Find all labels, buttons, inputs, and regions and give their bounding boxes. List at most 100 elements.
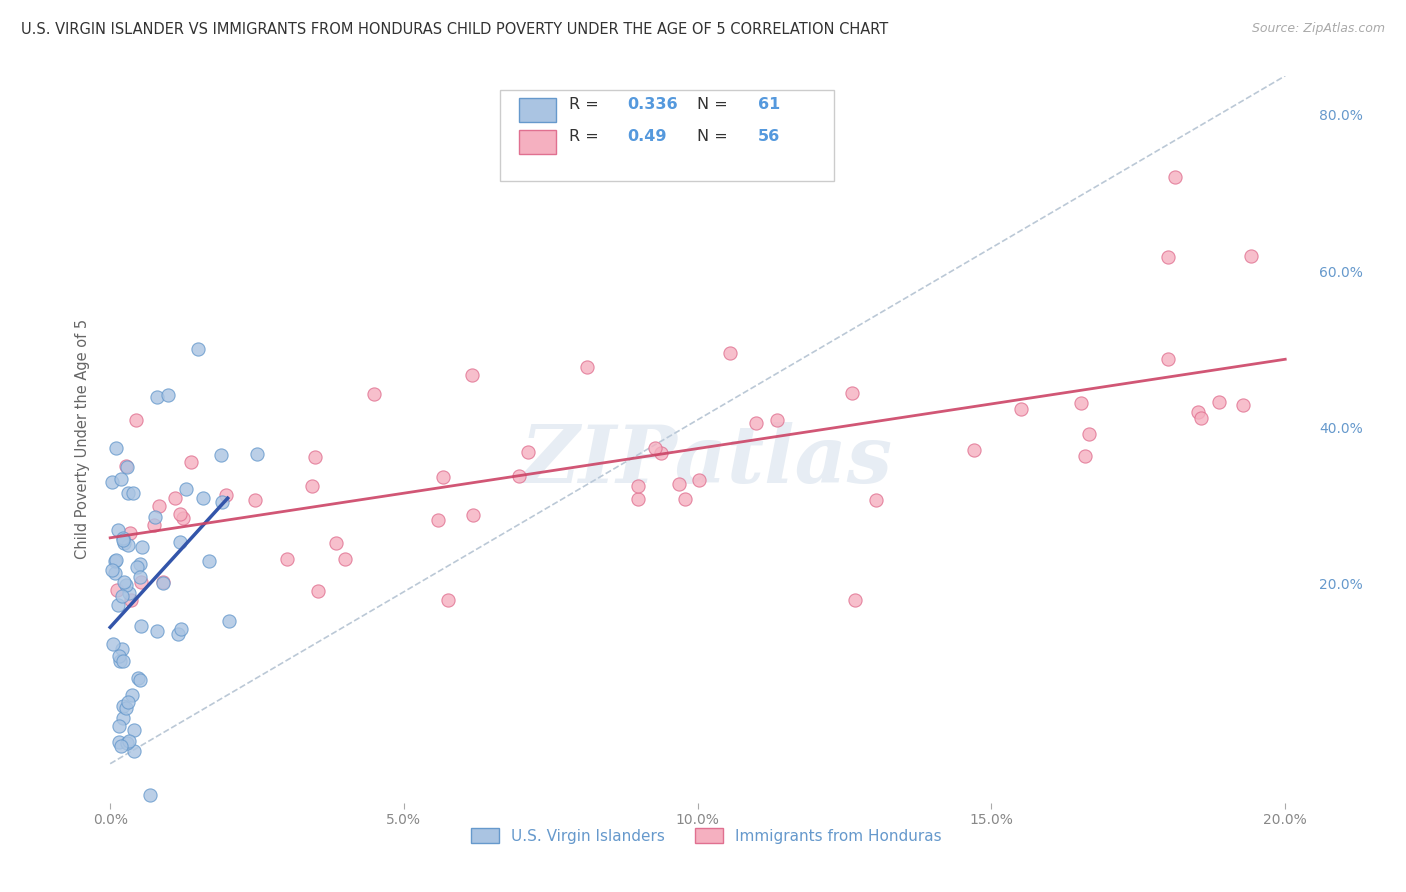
Point bbox=[211, 494, 233, 508]
Point bbox=[125, 412, 148, 426]
Point bbox=[191, 491, 214, 505]
Point bbox=[117, 538, 139, 552]
Point bbox=[143, 510, 166, 524]
Point bbox=[108, 649, 131, 664]
Point bbox=[307, 583, 329, 598]
Point bbox=[117, 485, 139, 500]
Point bbox=[844, 592, 866, 607]
Point bbox=[118, 733, 141, 747]
Point bbox=[122, 744, 145, 758]
Text: R =: R = bbox=[569, 96, 605, 112]
Point bbox=[1232, 398, 1254, 412]
Point bbox=[276, 552, 298, 566]
Point bbox=[110, 472, 132, 486]
Point bbox=[163, 491, 186, 505]
Point bbox=[245, 447, 267, 461]
Text: R =: R = bbox=[569, 128, 605, 144]
Point bbox=[129, 570, 152, 584]
Point bbox=[114, 578, 136, 592]
Y-axis label: Child Poverty Under the Age of 5: Child Poverty Under the Age of 5 bbox=[75, 319, 90, 559]
Point bbox=[111, 654, 134, 668]
FancyBboxPatch shape bbox=[519, 97, 555, 122]
Point bbox=[176, 482, 198, 496]
Point bbox=[243, 492, 266, 507]
Point bbox=[1157, 352, 1180, 367]
Point bbox=[108, 654, 131, 668]
Point bbox=[111, 589, 134, 603]
Point bbox=[169, 534, 191, 549]
Point bbox=[120, 525, 142, 540]
Point bbox=[1010, 401, 1032, 416]
Point bbox=[146, 624, 169, 639]
Point bbox=[865, 492, 887, 507]
Point bbox=[105, 553, 128, 567]
Point bbox=[107, 598, 129, 612]
Point bbox=[143, 517, 166, 532]
Point bbox=[115, 701, 138, 715]
FancyBboxPatch shape bbox=[519, 129, 555, 154]
Point bbox=[517, 445, 540, 459]
Point bbox=[104, 553, 127, 567]
Point bbox=[121, 688, 143, 702]
Point bbox=[1078, 426, 1101, 441]
FancyBboxPatch shape bbox=[499, 90, 834, 181]
Point bbox=[437, 592, 460, 607]
Point bbox=[122, 723, 145, 737]
Legend: U.S. Virgin Islanders, Immigrants from Honduras: U.S. Virgin Islanders, Immigrants from H… bbox=[465, 822, 948, 850]
Point bbox=[101, 637, 124, 651]
Point bbox=[187, 343, 209, 357]
Point bbox=[115, 459, 138, 474]
Point bbox=[650, 446, 672, 460]
Point bbox=[644, 441, 666, 455]
Point bbox=[335, 551, 357, 566]
Point bbox=[198, 554, 221, 568]
Point bbox=[112, 574, 135, 589]
Point bbox=[1187, 404, 1209, 418]
Point bbox=[1164, 170, 1187, 185]
Point bbox=[118, 586, 141, 600]
Point bbox=[426, 513, 449, 527]
Point bbox=[718, 345, 741, 359]
Point bbox=[120, 592, 142, 607]
Point bbox=[461, 508, 484, 522]
Point bbox=[108, 735, 131, 749]
Point bbox=[152, 575, 174, 590]
Point bbox=[962, 443, 984, 458]
Point bbox=[105, 441, 128, 455]
Point bbox=[107, 582, 129, 597]
Point bbox=[167, 627, 190, 641]
Point bbox=[112, 536, 135, 550]
Point bbox=[1208, 395, 1230, 409]
Point bbox=[325, 536, 347, 550]
Point bbox=[112, 699, 135, 714]
Point bbox=[627, 492, 650, 507]
Point bbox=[115, 736, 138, 750]
Point bbox=[117, 695, 139, 709]
Text: U.S. VIRGIN ISLANDER VS IMMIGRANTS FROM HONDURAS CHILD POVERTY UNDER THE AGE OF : U.S. VIRGIN ISLANDER VS IMMIGRANTS FROM … bbox=[21, 22, 889, 37]
Point bbox=[766, 413, 789, 427]
Text: ZIPatlas: ZIPatlas bbox=[520, 423, 893, 500]
Point bbox=[170, 622, 193, 636]
Point bbox=[363, 386, 385, 401]
Point bbox=[432, 470, 454, 484]
Point bbox=[104, 566, 127, 580]
Point bbox=[111, 641, 134, 656]
Point bbox=[112, 532, 135, 546]
Text: 0.336: 0.336 bbox=[627, 96, 678, 112]
Point bbox=[127, 560, 149, 574]
Point bbox=[110, 739, 132, 753]
Point bbox=[1074, 450, 1097, 464]
Point bbox=[209, 448, 232, 462]
Point bbox=[304, 450, 326, 465]
Point bbox=[108, 719, 131, 733]
Point bbox=[576, 359, 599, 374]
Point bbox=[101, 475, 124, 490]
Point bbox=[1240, 249, 1263, 263]
Point bbox=[112, 711, 135, 725]
Point bbox=[112, 533, 135, 547]
Point bbox=[508, 469, 530, 483]
Point bbox=[129, 673, 152, 687]
Point bbox=[129, 618, 152, 632]
Point bbox=[301, 479, 323, 493]
Point bbox=[461, 368, 484, 382]
